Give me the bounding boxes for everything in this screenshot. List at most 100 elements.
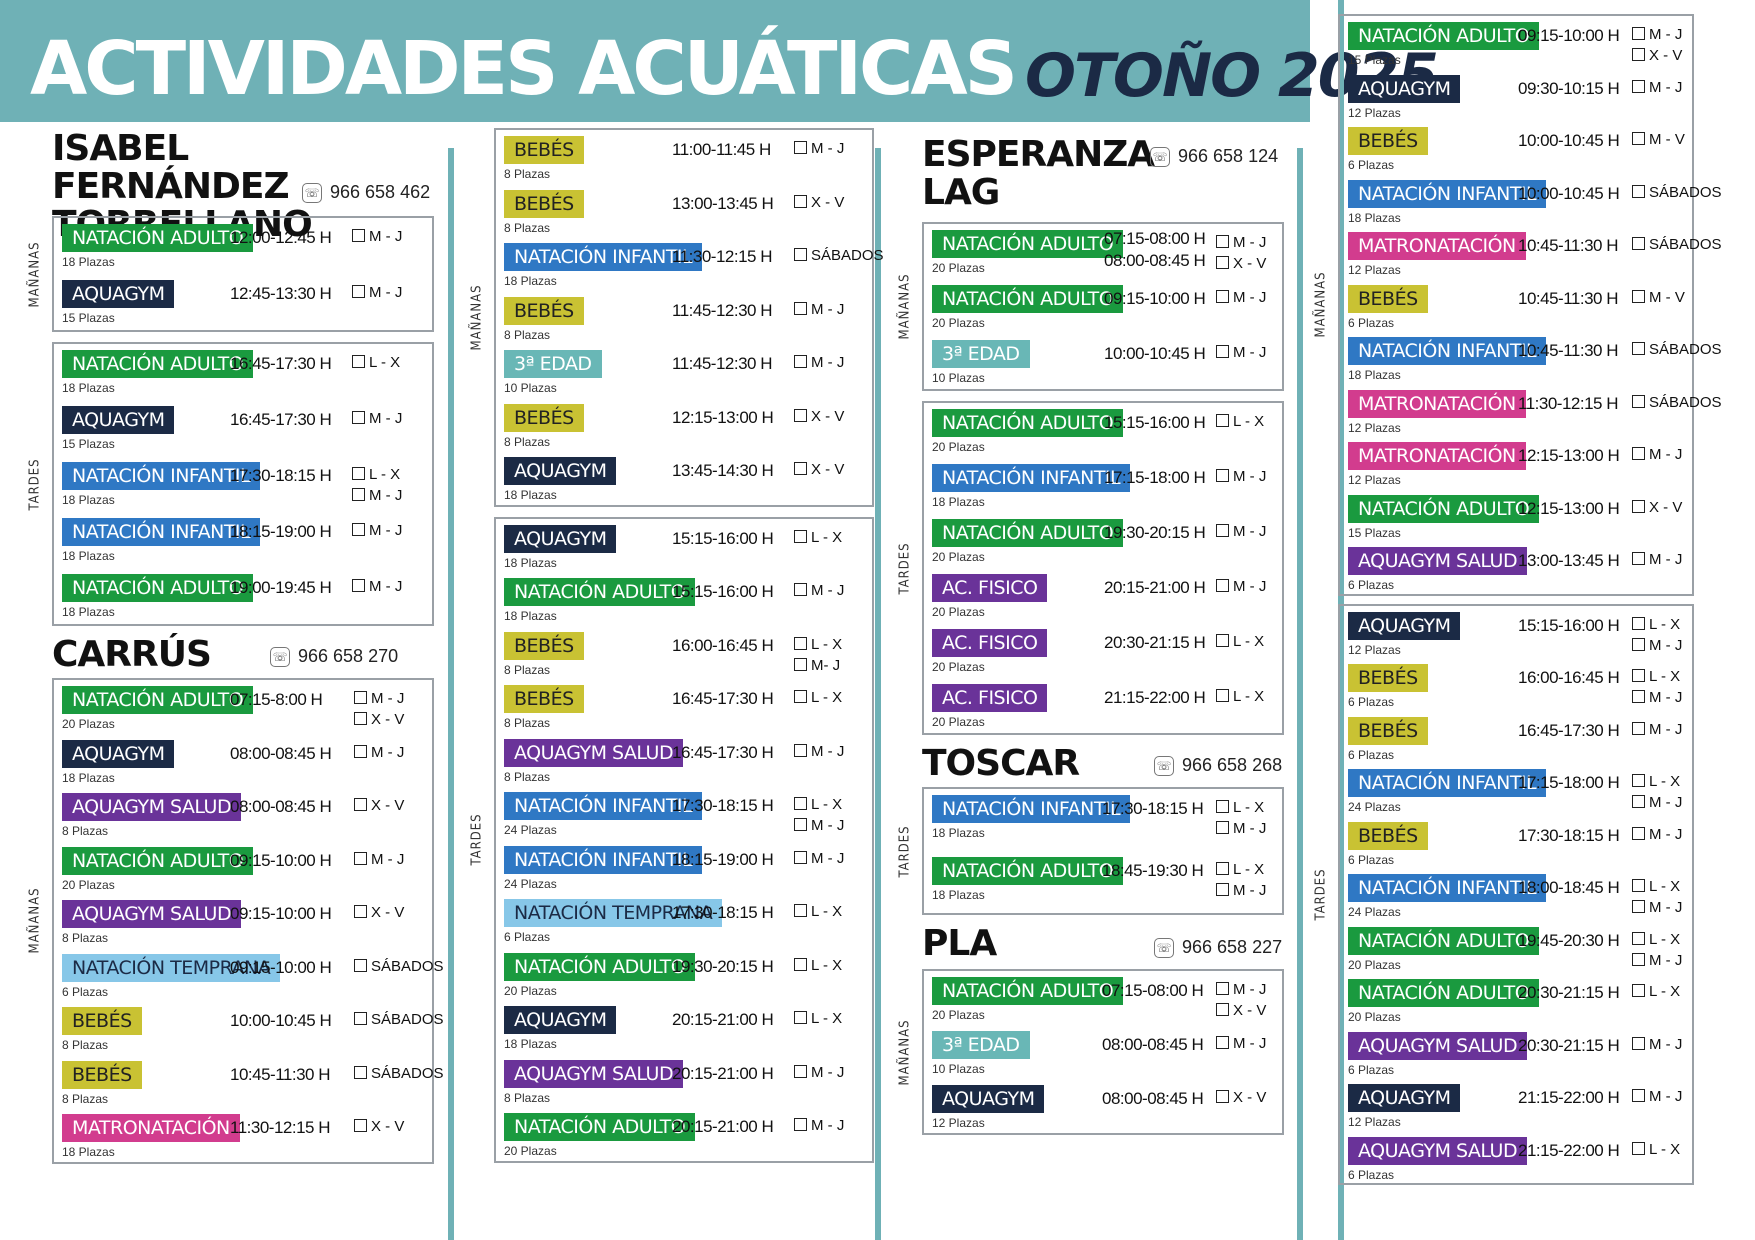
day-option[interactable]: M - J — [1632, 24, 1682, 45]
day-option[interactable]: X - V — [1632, 45, 1682, 66]
day-option[interactable]: M - J — [352, 226, 402, 247]
day-option[interactable]: L - X — [794, 527, 842, 548]
day-option[interactable]: M - J — [352, 520, 402, 541]
checkbox-icon[interactable] — [1216, 414, 1229, 427]
checkbox-icon[interactable] — [794, 141, 807, 154]
checkbox-icon[interactable] — [794, 408, 807, 422]
day-option[interactable]: M - J — [794, 580, 844, 601]
checkbox-icon[interactable] — [354, 851, 367, 865]
day-option[interactable]: M- J — [794, 655, 842, 676]
checkbox-icon[interactable] — [1216, 235, 1229, 248]
checkbox-icon[interactable] — [1216, 579, 1229, 592]
checkbox-icon[interactable] — [354, 905, 367, 918]
checkbox-icon[interactable] — [794, 690, 807, 703]
checkbox-icon[interactable] — [354, 1012, 367, 1025]
day-option[interactable]: M - J — [794, 1115, 844, 1136]
day-option[interactable]: L - X — [1216, 631, 1264, 652]
pool-phone[interactable]: ☏ 966 658 124 — [1150, 146, 1278, 167]
checkbox-icon[interactable] — [1632, 1036, 1645, 1050]
checkbox-icon[interactable] — [1216, 800, 1229, 813]
day-option[interactable]: M - J — [354, 849, 404, 870]
checkbox-icon[interactable] — [1632, 1141, 1645, 1155]
checkbox-icon[interactable] — [794, 743, 807, 757]
day-option[interactable]: M - J — [1632, 719, 1682, 740]
checkbox-icon[interactable] — [352, 411, 365, 424]
day-option[interactable]: M - J — [794, 299, 844, 320]
pool-phone[interactable]: ☏ 966 658 270 — [270, 646, 398, 667]
checkbox-icon[interactable] — [352, 285, 365, 298]
day-option[interactable]: X - V — [354, 902, 404, 923]
day-option[interactable]: M - J — [1216, 342, 1266, 363]
checkbox-icon[interactable] — [354, 712, 367, 725]
checkbox-icon[interactable] — [1632, 795, 1645, 808]
day-option[interactable]: L - X — [1632, 929, 1682, 950]
checkbox-icon[interactable] — [354, 1119, 367, 1132]
checkbox-icon[interactable] — [1632, 826, 1645, 840]
day-option[interactable]: M - J — [1632, 1034, 1682, 1055]
checkbox-icon[interactable] — [1216, 982, 1229, 995]
checkbox-icon[interactable] — [1632, 931, 1645, 945]
checkbox-icon[interactable] — [794, 1011, 807, 1024]
day-option[interactable]: M - J — [1632, 549, 1682, 570]
day-option[interactable]: SÁBADOS — [354, 956, 444, 977]
day-option[interactable]: M - J — [352, 485, 402, 506]
day-option[interactable]: X - V — [1216, 1000, 1266, 1021]
checkbox-icon[interactable] — [794, 797, 807, 810]
day-option[interactable]: SÁBADOS — [794, 245, 884, 266]
day-option[interactable]: M - J — [352, 282, 402, 303]
pool-phone[interactable]: ☏ 966 658 462 — [302, 182, 430, 203]
checkbox-icon[interactable] — [1632, 79, 1645, 93]
checkbox-icon[interactable] — [1632, 499, 1645, 513]
checkbox-icon[interactable] — [1632, 952, 1645, 966]
day-option[interactable]: M - J — [794, 138, 844, 159]
checkbox-icon[interactable] — [1216, 345, 1229, 358]
day-option[interactable]: M - J — [1632, 1086, 1682, 1107]
day-option[interactable]: X - V — [354, 1116, 404, 1137]
checkbox-icon[interactable] — [354, 691, 367, 704]
day-option[interactable]: M - J — [1632, 444, 1682, 465]
day-option[interactable]: L - X — [1216, 686, 1264, 707]
day-option[interactable]: L - X — [352, 464, 402, 485]
checkbox-icon[interactable] — [794, 248, 807, 261]
day-option[interactable]: M - J — [794, 848, 844, 869]
day-option[interactable]: M - J — [794, 815, 844, 836]
checkbox-icon[interactable] — [352, 467, 365, 480]
day-option[interactable]: L - X — [794, 955, 842, 976]
checkbox-icon[interactable] — [352, 523, 365, 536]
checkbox-icon[interactable] — [794, 1064, 807, 1078]
day-option[interactable]: M - J — [1632, 77, 1682, 98]
checkbox-icon[interactable] — [1632, 690, 1645, 703]
day-option[interactable]: M - J — [1632, 824, 1682, 845]
checkbox-icon[interactable] — [1632, 637, 1645, 651]
checkbox-icon[interactable] — [794, 194, 807, 208]
checkbox-icon[interactable] — [1216, 290, 1229, 303]
day-option[interactable]: X - V — [794, 192, 844, 213]
day-option[interactable]: X - V — [1216, 1087, 1266, 1108]
checkbox-icon[interactable] — [1632, 27, 1645, 40]
checkbox-icon[interactable] — [354, 744, 367, 758]
day-option[interactable]: M - J — [1632, 635, 1682, 656]
checkbox-icon[interactable] — [794, 583, 807, 596]
day-option[interactable]: M - J — [1632, 897, 1682, 918]
checkbox-icon[interactable] — [352, 488, 365, 501]
checkbox-icon[interactable] — [1632, 552, 1645, 565]
checkbox-icon[interactable] — [1216, 1036, 1229, 1049]
checkbox-icon[interactable] — [794, 636, 807, 650]
day-option[interactable]: M - J — [1216, 979, 1266, 1000]
day-option[interactable]: M - J — [794, 741, 844, 762]
checkbox-icon[interactable] — [1632, 394, 1645, 408]
checkbox-icon[interactable] — [1632, 289, 1645, 303]
day-option[interactable]: SÁBADOS — [1632, 392, 1722, 413]
day-option[interactable]: M - J — [354, 688, 404, 709]
day-option[interactable]: M - V — [1632, 129, 1685, 150]
day-option[interactable]: M - J — [1216, 1033, 1266, 1054]
checkbox-icon[interactable] — [1216, 1003, 1229, 1016]
checkbox-icon[interactable] — [1632, 48, 1645, 61]
checkbox-icon[interactable] — [794, 301, 807, 315]
checkbox-icon[interactable] — [1216, 1090, 1229, 1103]
checkbox-icon[interactable] — [1632, 721, 1645, 735]
day-option[interactable]: L - X — [1216, 411, 1264, 432]
day-option[interactable]: M - V — [1632, 287, 1685, 308]
day-option[interactable]: M - J — [794, 1062, 844, 1083]
checkbox-icon[interactable] — [794, 904, 807, 917]
